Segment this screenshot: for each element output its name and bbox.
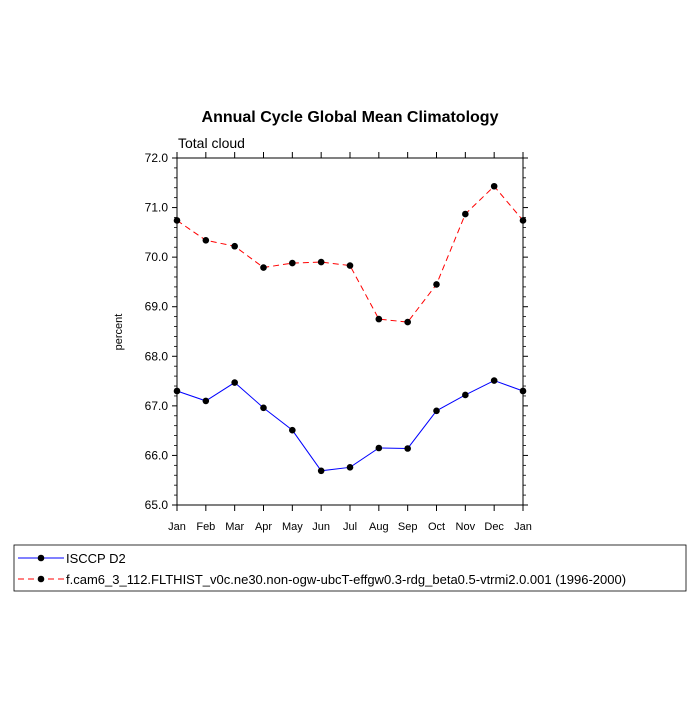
series-1-point [289, 426, 296, 434]
x-tick-label: Mar [225, 521, 244, 533]
y-tick-label: 70.0 [145, 250, 169, 264]
y-tick-label: 68.0 [145, 349, 169, 363]
series-line-1 [176, 380, 524, 472]
x-tick-label: Jan [168, 521, 186, 533]
x-tick-label: Jul [343, 521, 357, 533]
series-1-point [462, 391, 469, 399]
series-2-point [490, 182, 498, 190]
series-2-point [173, 217, 181, 224]
series-2-point [519, 217, 527, 224]
series-1-point [260, 404, 267, 412]
x-tick-label: Oct [428, 521, 445, 533]
y-axis-label: percent [113, 314, 125, 351]
series-1-point [202, 397, 210, 405]
x-tick-label: Aug [369, 521, 389, 533]
series-2-point [404, 318, 411, 326]
series-1-point [231, 379, 238, 386]
y-tick-label: 71.0 [145, 201, 169, 215]
series-2-point [260, 264, 267, 271]
series-2-point [231, 242, 238, 250]
series-1-point [433, 407, 440, 415]
series-line-2 [176, 185, 524, 323]
plot-layer: 65.0 66.0 67.0 68.0 69.0 70.0 71.0 72.0 Jan Feb Ma… [145, 151, 532, 533]
chart-subtitle: Total cloud [178, 135, 245, 151]
series-1-point [375, 444, 383, 452]
y-tick-label: 69.0 [145, 300, 169, 314]
x-tick-label: Sep [398, 521, 418, 533]
y-tick-label: 72.0 [145, 151, 169, 165]
series-1-point [490, 377, 498, 384]
legend-label-1: ISCCP D2 [66, 551, 126, 566]
chart-title: Annual Cycle Global Mean Climatology [202, 109, 499, 126]
x-tick-label: Jun [312, 521, 330, 533]
series-1-point [346, 464, 354, 471]
x-tick-label: Feb [196, 521, 215, 533]
legend-marker-2 [37, 575, 45, 583]
series-2-point [346, 262, 354, 269]
series-2-point [433, 281, 440, 288]
legend-box [13, 544, 687, 592]
plot-frame [176, 157, 524, 506]
x-tick-label: Nov [456, 521, 476, 533]
series-2-point [462, 210, 469, 218]
y-tick-label: 67.0 [145, 399, 169, 413]
legend-label-2: f.cam6_3_112.FLTHIST_v0c.ne30.non-ogw-ub… [66, 572, 626, 587]
series-1-point [173, 387, 181, 395]
x-tick-label: Jan [514, 521, 532, 533]
legend-marker-1 [37, 554, 45, 562]
series-2-point [317, 258, 325, 266]
x-tick-label: May [282, 521, 303, 533]
series-1-point [404, 445, 411, 452]
series-2-point [289, 259, 296, 267]
y-tick-label: 65.0 [145, 498, 169, 512]
legend: ISCCP D2 f.cam6_3_112.FLTHIST_v0c.ne30.no… [13, 544, 687, 592]
series-1-point [317, 467, 325, 475]
series-2-point [202, 236, 210, 244]
x-tick-label: Apr [255, 521, 272, 533]
series-1-point [519, 387, 527, 395]
y-tick-label: 66.0 [145, 448, 169, 462]
series-2-point [375, 315, 383, 323]
x-tick-label: Dec [484, 521, 504, 533]
